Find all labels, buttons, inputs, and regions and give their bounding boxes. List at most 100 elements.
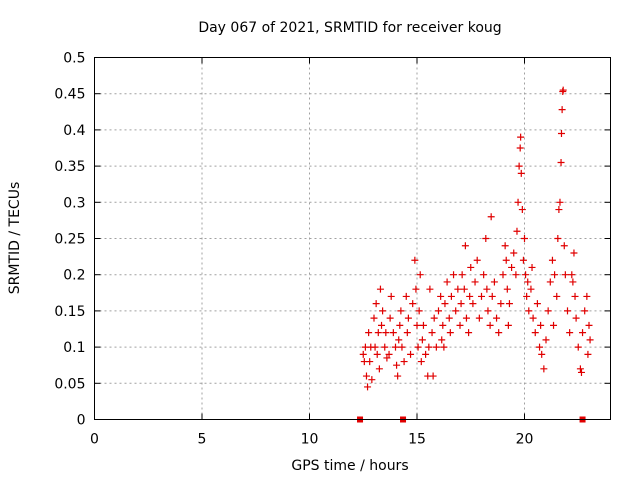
data-point <box>413 321 421 329</box>
data-point <box>581 307 589 315</box>
data-point <box>371 343 379 351</box>
data-point <box>554 235 562 242</box>
data-point <box>508 263 516 271</box>
data-point <box>524 278 532 286</box>
data-point <box>544 307 552 315</box>
axis-ticks: 0 0.05 0.1 0.15 0.2 0.25 0.3 0.35 0.4 0.45 0.5 0 5 10… <box>54 51 611 448</box>
data-point <box>484 307 492 315</box>
data-point <box>447 292 455 300</box>
data-point <box>525 307 533 315</box>
data-point <box>518 206 526 214</box>
data-point <box>471 278 479 286</box>
data-point <box>397 307 405 315</box>
data-point <box>422 350 430 358</box>
chart-title: Day 067 of 2021, SRMTID for receiver kou… <box>198 20 501 36</box>
data-point <box>560 242 568 250</box>
data-point <box>512 271 520 279</box>
data-point <box>394 372 402 380</box>
data-point <box>502 256 510 264</box>
data-point <box>378 321 386 329</box>
data-point <box>475 314 483 322</box>
data-point <box>572 314 580 322</box>
y-tick-label: 0 <box>77 413 86 429</box>
data-point <box>503 285 511 293</box>
data-point <box>571 292 579 300</box>
data-point <box>584 350 592 358</box>
data-point <box>564 307 571 315</box>
data-point <box>548 256 556 264</box>
data-point <box>387 292 395 300</box>
data-point <box>446 329 454 337</box>
data-point <box>402 292 410 300</box>
data-point <box>487 213 495 221</box>
data-point <box>478 292 485 300</box>
data-point <box>443 278 451 286</box>
data-point <box>570 249 578 257</box>
data-point <box>559 86 567 94</box>
data-point <box>529 314 537 322</box>
x-tick-label: 5 <box>198 432 207 448</box>
x-axis-label: GPS time / hours <box>291 458 408 474</box>
y-tick-label: 0.3 <box>63 195 85 211</box>
data-point <box>456 321 464 329</box>
data-point <box>425 343 433 351</box>
data-point <box>482 235 490 242</box>
data-point <box>364 383 372 391</box>
data-point <box>576 365 584 373</box>
data-point <box>523 292 531 300</box>
data-point <box>461 242 469 250</box>
data-point <box>383 354 391 362</box>
data-point <box>381 343 389 351</box>
data-point <box>370 314 378 322</box>
data-point <box>385 350 393 358</box>
data-point <box>407 350 415 358</box>
data-point <box>452 307 460 315</box>
data-point <box>574 343 582 351</box>
data-point <box>360 358 368 366</box>
data-point <box>533 300 541 308</box>
data-point <box>521 235 528 242</box>
data-point <box>466 292 474 300</box>
data-point <box>540 365 548 373</box>
y-tick-label: 0.5 <box>63 51 85 67</box>
data-point <box>393 361 401 369</box>
data-point <box>528 263 536 271</box>
y-axis-label: SRMTID / TECUs <box>7 182 23 295</box>
data-point <box>435 307 442 315</box>
data-point <box>536 343 544 351</box>
data-point <box>382 329 390 337</box>
data-point <box>426 285 434 293</box>
data-point <box>467 263 475 271</box>
data-point <box>493 314 501 322</box>
data-point <box>486 321 494 329</box>
data-point <box>439 321 447 329</box>
data-point <box>505 300 513 308</box>
data-point <box>557 130 565 138</box>
data-point <box>395 336 403 344</box>
plot-frame <box>94 57 611 420</box>
data-point <box>429 372 437 380</box>
x-tick-label: 15 <box>408 432 426 448</box>
data-point <box>437 292 445 300</box>
data-point <box>430 314 438 322</box>
data-point <box>404 314 412 322</box>
data-point <box>392 343 399 351</box>
data-point <box>375 365 383 373</box>
data-point <box>488 292 496 300</box>
y-tick-label: 0.4 <box>63 123 85 139</box>
data-point <box>517 133 525 141</box>
data-point <box>513 227 521 235</box>
data-point <box>469 300 477 308</box>
data-point <box>389 329 397 337</box>
data-point <box>445 314 453 322</box>
data-point <box>551 271 559 279</box>
data-point <box>432 343 440 351</box>
grid <box>94 57 611 420</box>
data-points <box>359 86 594 391</box>
data-point <box>465 329 473 337</box>
data-point <box>440 343 448 351</box>
y-tick-label: 0.2 <box>63 268 85 284</box>
data-point <box>501 242 509 250</box>
data-point <box>398 343 406 351</box>
data-point <box>458 271 466 279</box>
